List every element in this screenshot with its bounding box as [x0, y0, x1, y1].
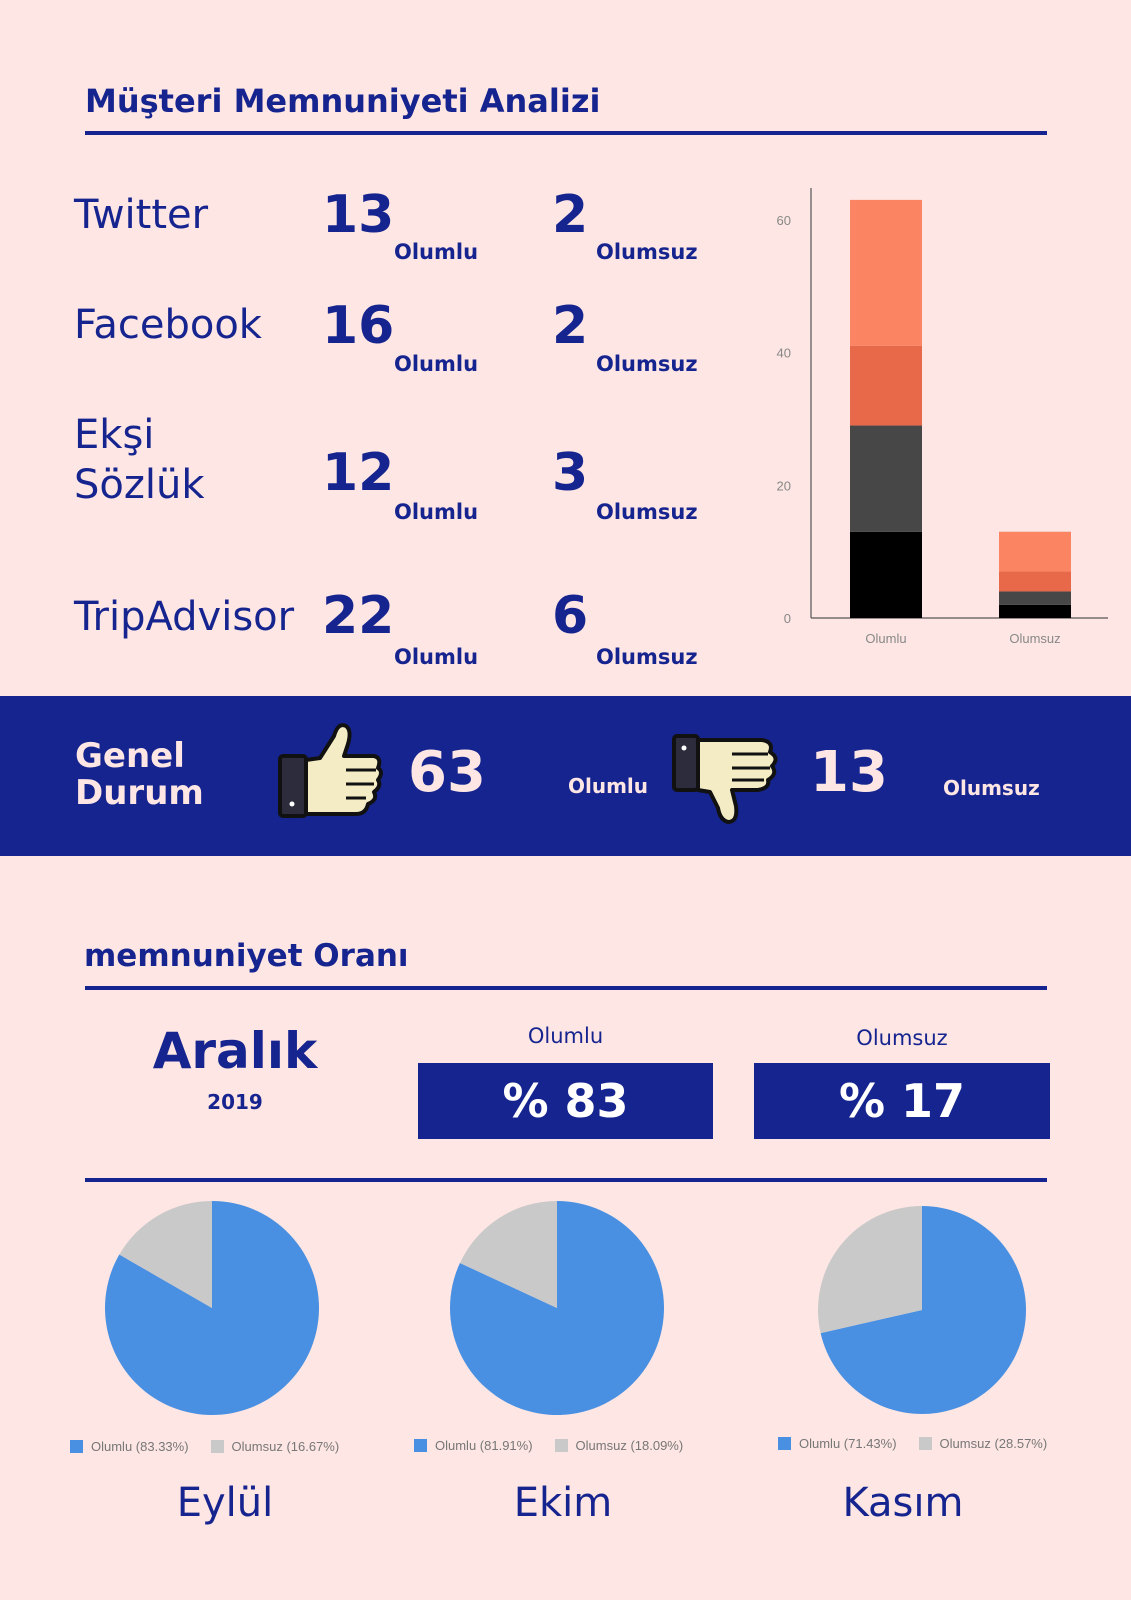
facebook-negative-label: Olumsuz	[596, 352, 698, 376]
eksi-negative-count: 3	[552, 443, 589, 503]
bar-segment	[850, 345, 922, 426]
negative-rate-label: Olumsuz	[856, 1026, 948, 1050]
positive-rate-box: % 83	[418, 1063, 713, 1139]
eksi-positive-count: 12	[322, 443, 395, 503]
bar-segment	[999, 571, 1071, 592]
pie-chart-ekim	[450, 1201, 664, 1415]
twitter-negative-count: 2	[552, 185, 589, 245]
negative-rate-box: % 17	[754, 1063, 1050, 1139]
pie-slice-olumsuz	[459, 1201, 557, 1308]
legend-positive-ekim: Olumlu (81.91%)	[435, 1438, 533, 1453]
x-tick-label: Olumlu	[865, 631, 906, 646]
legend-swatch-negative	[554, 1439, 568, 1452]
y-tick-label: 20	[777, 478, 791, 493]
tripadvisor-positive-count: 22	[322, 586, 395, 646]
pie-legend-eylul: Olumlu (83.33%) Olumsuz (16.67%)	[70, 1439, 339, 1454]
legend-swatch-positive	[70, 1440, 83, 1453]
legend-swatch-positive	[778, 1437, 791, 1450]
pie-slice-olumsuz	[119, 1201, 212, 1308]
pie-month-kasim: Kasım	[842, 1480, 964, 1526]
bar-segment	[850, 425, 922, 532]
current-month: Aralık	[152, 1022, 318, 1080]
platform-name-eksi-sozluk: Ekşi Sözlük	[74, 412, 205, 508]
y-tick-label: 0	[784, 611, 791, 626]
tripadvisor-negative-count: 6	[552, 586, 589, 646]
facebook-positive-label: Olumlu	[394, 352, 479, 376]
pie-legend-ekim: Olumlu (81.91%) Olumsuz (18.09%)	[414, 1438, 683, 1453]
bar-segment	[999, 531, 1071, 572]
platform-name-tripadvisor: TripAdvisor	[74, 594, 295, 640]
page-title: Müşteri Memnuniyeti Analizi	[85, 82, 601, 120]
platform-name-twitter: Twitter	[74, 192, 209, 238]
bar-segment	[999, 604, 1071, 618]
twitter-positive-count: 13	[322, 185, 395, 245]
positive-rate-label: Olumlu	[527, 1024, 604, 1048]
pie-month-eylul: Eylül	[176, 1480, 274, 1526]
tripadvisor-positive-label: Olumlu	[394, 645, 479, 669]
thumbs-up-icon	[278, 723, 383, 818]
positive-total: 63	[408, 740, 486, 805]
rate-divider-top	[85, 986, 1047, 990]
bar-segment	[999, 591, 1071, 605]
bar-segment	[850, 199, 922, 346]
legend-negative-kasim: Olumsuz (28.57%)	[939, 1436, 1048, 1451]
twitter-negative-label: Olumsuz	[596, 240, 698, 264]
summary-label: Genel Durum	[75, 736, 204, 813]
eksi-negative-label: Olumsuz	[596, 500, 698, 524]
x-tick-label: Olumsuz	[1009, 631, 1060, 646]
negative-total-label: Olumsuz	[943, 776, 1040, 800]
pie-chart-kasim	[818, 1206, 1026, 1414]
pie-legend-kasim: Olumlu (71.43%) Olumsuz (28.57%)	[778, 1436, 1047, 1451]
title-divider	[85, 131, 1047, 135]
pie-slice-olumlu	[105, 1201, 320, 1415]
legend-swatch-negative	[210, 1440, 224, 1453]
legend-positive-eylul: Olumlu (83.33%)	[91, 1439, 189, 1454]
rate-divider-bottom	[85, 1178, 1047, 1182]
tripadvisor-negative-label: Olumsuz	[596, 645, 698, 669]
legend-negative-ekim: Olumsuz (18.09%)	[575, 1438, 684, 1453]
pie-slice-olumsuz	[818, 1206, 922, 1334]
positive-total-label: Olumlu	[568, 774, 649, 798]
thumbs-down-icon	[672, 734, 778, 824]
legend-negative-eylul: Olumsuz (16.67%)	[231, 1439, 340, 1454]
facebook-negative-count: 2	[552, 296, 589, 356]
rate-section-title: memnuniyet Oranı	[84, 938, 409, 974]
negative-total: 13	[810, 740, 888, 805]
pie-chart-eylul	[105, 1201, 320, 1415]
legend-positive-kasim: Olumlu (71.43%)	[799, 1436, 897, 1451]
current-year: 2019	[207, 1090, 263, 1114]
summary-band: Genel Durum 63 Olumlu 13 Olumsuz	[0, 696, 1131, 856]
twitter-positive-label: Olumlu	[394, 240, 479, 264]
legend-swatch-positive	[414, 1439, 427, 1452]
bar-segment	[850, 531, 922, 618]
facebook-positive-count: 16	[322, 296, 395, 356]
y-tick-label: 40	[777, 346, 791, 361]
pie-slice-olumlu	[820, 1206, 1026, 1414]
stacked-bar-chart: 0 20 40 60 Olumlu Olumsuz	[777, 188, 1108, 646]
pie-month-ekim: Ekim	[513, 1480, 613, 1526]
eksi-positive-label: Olumlu	[394, 500, 479, 524]
legend-swatch-negative	[918, 1437, 932, 1450]
y-tick-label: 60	[777, 213, 791, 228]
platform-name-facebook: Facebook	[74, 302, 262, 348]
